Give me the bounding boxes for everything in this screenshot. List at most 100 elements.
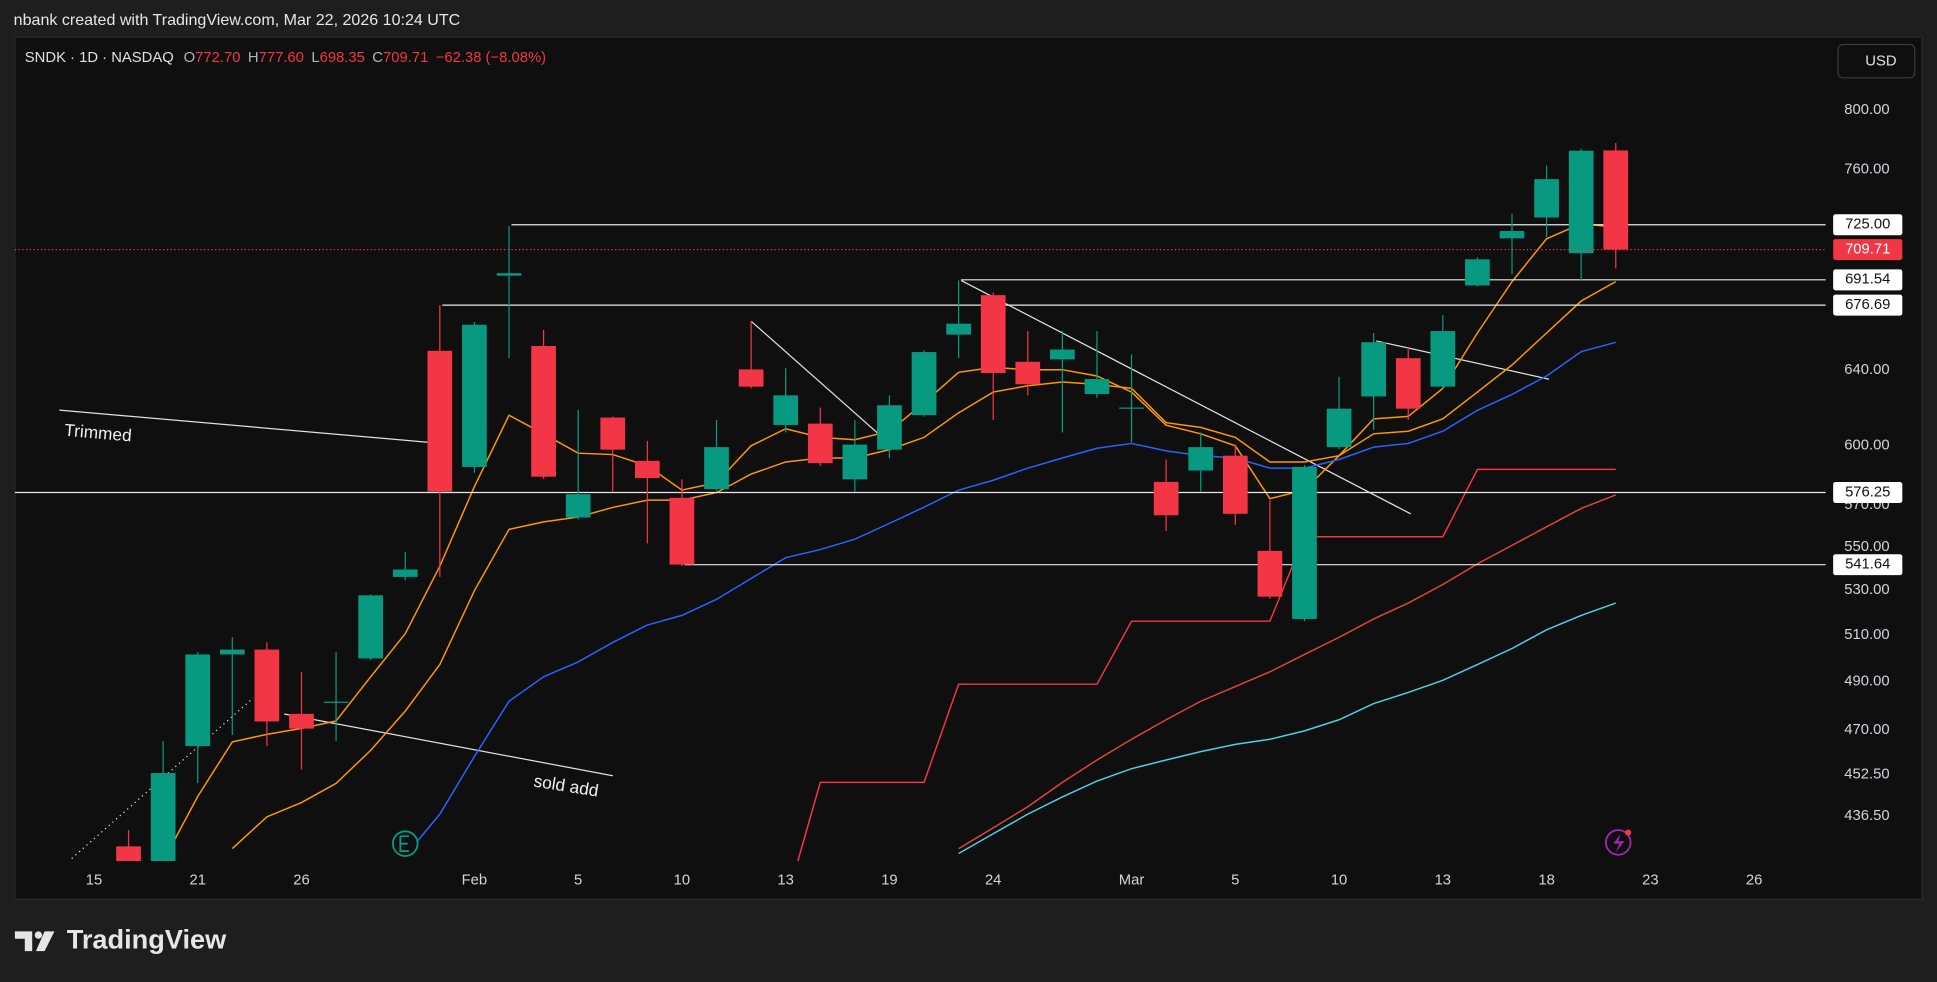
symbol-legend: SNDK · 1D · NASDAQ O772.70 H777.60 L698.35 C… xyxy=(25,50,546,66)
y-tick-label: 600.00 xyxy=(1844,437,1889,453)
x-tick-label: 19 xyxy=(881,873,897,889)
indicator-line xyxy=(231,280,1617,850)
candle-body xyxy=(911,352,937,416)
candle-body xyxy=(1326,408,1352,448)
price-line-box xyxy=(1833,214,1903,236)
candle-body xyxy=(1499,231,1525,239)
x-tick-label: 13 xyxy=(1435,873,1451,889)
currency-label: USD xyxy=(1865,54,1896,70)
annotation-line xyxy=(59,409,428,443)
candle-body xyxy=(289,713,314,729)
candle-body xyxy=(1050,349,1075,360)
y-tick-label: 550.00 xyxy=(1844,539,1889,555)
y-tick-label: 470.00 xyxy=(1844,722,1889,738)
candle-body xyxy=(1119,407,1144,409)
price-line-box xyxy=(1833,269,1903,291)
candle-body xyxy=(1222,455,1248,514)
x-tick-label: 10 xyxy=(674,873,690,889)
last-price-box xyxy=(1833,239,1903,261)
candle-body xyxy=(1153,481,1179,516)
candle-body xyxy=(496,273,522,276)
indicator-line xyxy=(958,494,1617,850)
candle-body xyxy=(1015,361,1041,385)
x-tick-label: 18 xyxy=(1538,873,1554,889)
x-tick-label: 21 xyxy=(189,873,205,889)
price-line-label: 576.25 xyxy=(1845,484,1890,500)
y-tick-label: 436.50 xyxy=(1844,808,1889,824)
candle-body xyxy=(634,460,660,479)
price-line-label: 691.54 xyxy=(1845,272,1890,288)
candle-body xyxy=(738,369,764,387)
x-tick-label: 5 xyxy=(1231,873,1239,889)
y-tick-label: 510.00 xyxy=(1844,627,1889,643)
price-line-label: 541.64 xyxy=(1845,557,1890,573)
x-tick-label: 5 xyxy=(574,873,582,889)
x-tick-label: Feb xyxy=(462,873,488,889)
price-line-box xyxy=(1833,481,1903,503)
ohlc-value: 772.70 xyxy=(195,50,240,66)
y-tick-label: 490.00 xyxy=(1844,673,1889,689)
candle-body xyxy=(1465,259,1490,286)
candle-body xyxy=(116,846,141,861)
y-tick-label: 452.50 xyxy=(1844,766,1889,782)
ohlc-value: 698.35 xyxy=(320,50,365,66)
x-tick-label: 23 xyxy=(1642,873,1658,889)
x-tick-label: 15 xyxy=(86,873,102,889)
candle-body xyxy=(1292,466,1317,619)
candle-body xyxy=(185,654,211,747)
last-price-label: 709.71 xyxy=(1845,241,1890,257)
candle-body xyxy=(704,447,729,490)
ohlc-key: C xyxy=(372,50,383,66)
annotation-line xyxy=(284,713,613,777)
candle-body xyxy=(531,345,556,477)
candle-body xyxy=(1084,379,1110,395)
indicator-line xyxy=(797,468,1616,861)
x-tick-label: 13 xyxy=(777,873,793,889)
candle-body xyxy=(842,444,868,480)
trend-line xyxy=(71,697,254,859)
watermark: nbank created with TradingView.com, Mar … xyxy=(14,11,461,29)
y-tick-label: 760.00 xyxy=(1844,162,1889,178)
symbol-title: SNDK · 1D · NASDAQ xyxy=(25,50,174,66)
candle-body xyxy=(358,595,384,659)
earnings-icon[interactable] xyxy=(391,830,419,857)
price-line-box xyxy=(1833,294,1903,316)
x-tick-label: 26 xyxy=(293,873,309,889)
candle-body xyxy=(877,405,902,450)
x-tick-label: 24 xyxy=(985,873,1001,889)
price-line-box xyxy=(1833,554,1903,576)
brand-name: TradingView xyxy=(67,923,227,954)
plot-area xyxy=(14,143,1826,861)
candle-body xyxy=(1257,550,1283,597)
trend-line xyxy=(750,320,880,436)
price-line-label: 725.00 xyxy=(1845,217,1890,233)
chart-panel xyxy=(14,36,1923,900)
candle-body xyxy=(392,569,418,577)
candle-body xyxy=(565,494,591,518)
currency-button[interactable] xyxy=(1837,43,1916,79)
candle-body xyxy=(669,497,695,565)
y-tick-label: 530.00 xyxy=(1844,582,1889,598)
x-tick-label: 10 xyxy=(1331,873,1347,889)
candle-body xyxy=(773,395,799,425)
ohlc-value: 777.60 xyxy=(259,50,304,66)
candle-body xyxy=(1534,179,1559,218)
candle-body xyxy=(946,323,971,335)
alert-icon[interactable] xyxy=(1604,829,1632,856)
trend-line xyxy=(960,279,1411,515)
y-tick-label: 640.00 xyxy=(1844,362,1889,378)
candle-body xyxy=(254,649,280,722)
x-tick-label: 26 xyxy=(1746,873,1762,889)
candle-body xyxy=(150,773,176,861)
candle-body xyxy=(219,649,245,655)
ohlc-key: L xyxy=(311,50,319,66)
y-tick-label: 800.00 xyxy=(1844,102,1889,118)
candle-body xyxy=(462,324,487,467)
ohlc-key: H xyxy=(248,50,259,66)
indicator-line xyxy=(958,602,1617,855)
indicator-line xyxy=(404,341,1616,857)
x-tick-label: Mar xyxy=(1119,873,1145,889)
price-line-label: 676.69 xyxy=(1845,297,1890,313)
